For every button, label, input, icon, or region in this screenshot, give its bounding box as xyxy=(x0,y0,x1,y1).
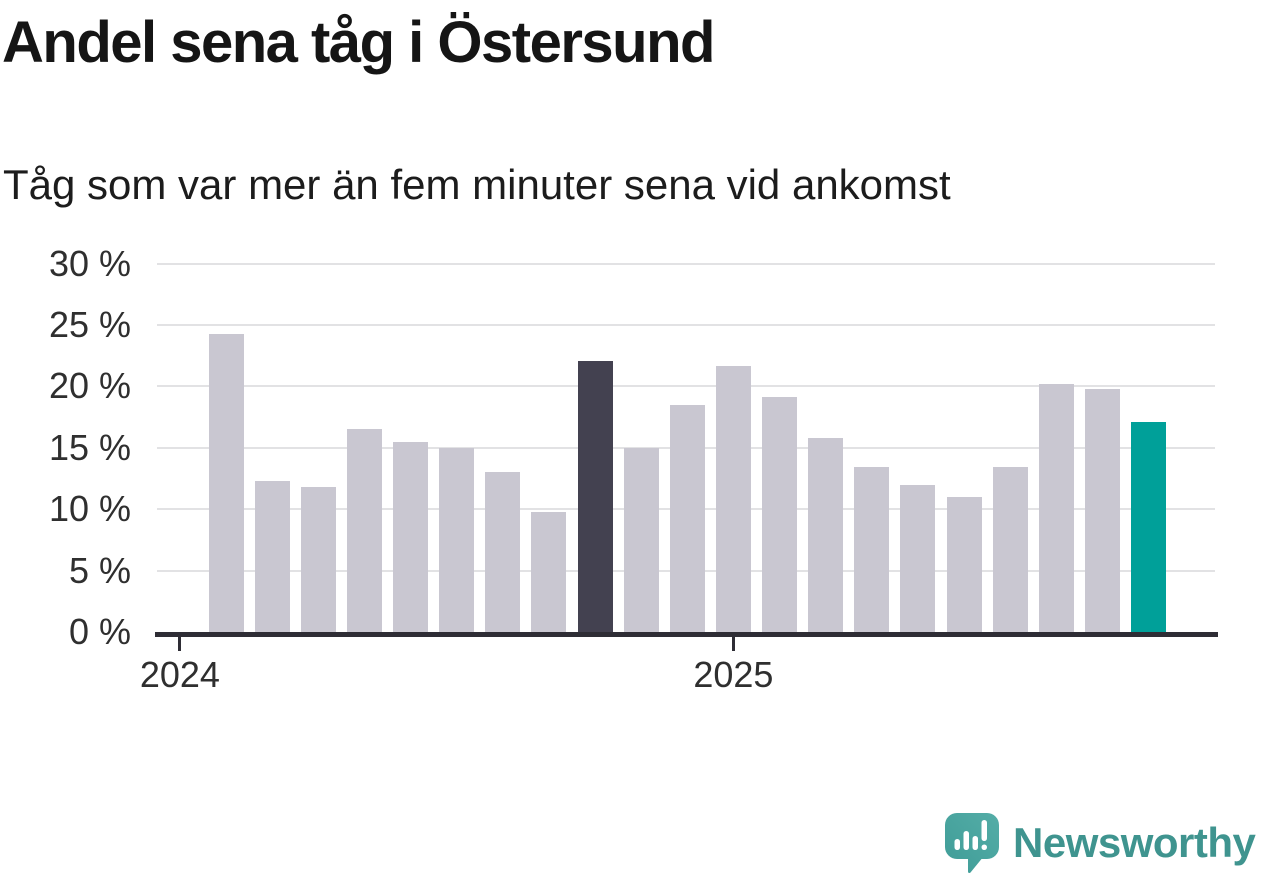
bar-2024-06 xyxy=(393,441,429,632)
y-axis-label: 30 % xyxy=(48,242,131,284)
y-axis-label: 25 % xyxy=(48,304,131,345)
bar-2025-01 xyxy=(715,365,751,632)
bar-2024-03 xyxy=(254,480,290,632)
x-axis-label-2025: 2025 xyxy=(693,654,774,695)
bar-2025-02 xyxy=(762,397,798,632)
bar-2024-04 xyxy=(300,487,336,632)
newsworthy-icon xyxy=(945,813,999,874)
bar-2025-05 xyxy=(900,484,936,632)
bar-2025-03 xyxy=(808,437,844,632)
bar-2024-08 xyxy=(485,472,521,632)
bar-2024-11 xyxy=(623,447,659,632)
bar-2025-08 xyxy=(1038,383,1074,632)
gridline-25 xyxy=(157,324,1215,326)
gridline-30 xyxy=(157,262,1215,265)
bar-2025-09 xyxy=(1084,388,1120,632)
bar-2024-02 xyxy=(208,333,244,632)
chart-subtitle: Tåg som var mer än fem minuter sena vid … xyxy=(3,161,951,208)
x-axis-tick-2024 xyxy=(178,636,182,651)
chart-title: Andel sena tåg i Östersund xyxy=(2,10,715,75)
gridline-20 xyxy=(157,385,1215,388)
bar-2024-09 xyxy=(531,511,567,632)
x-axis-tick-2025 xyxy=(731,636,735,651)
y-axis-label: 10 % xyxy=(48,488,131,530)
y-axis-label: 5 % xyxy=(68,549,131,591)
y-axis-label: 0 % xyxy=(68,611,131,652)
newsworthy-logo: Newsworthy xyxy=(944,810,1256,876)
bar-2025-04 xyxy=(854,467,890,632)
bar-2024-07 xyxy=(439,447,475,632)
bar-2025-07 xyxy=(992,467,1028,632)
bar-2024-12 xyxy=(669,404,705,632)
x-axis-label-2024: 2024 xyxy=(139,654,220,695)
x-axis-line xyxy=(155,632,1218,637)
bar-2025-06 xyxy=(946,496,982,632)
bar-2024-05 xyxy=(346,429,382,632)
bar-2024-10 xyxy=(577,360,613,632)
y-axis-label: 15 % xyxy=(48,426,131,468)
y-axis-label: 20 % xyxy=(48,365,131,407)
newsworthy-wordmark: Newsworthy xyxy=(1013,819,1256,866)
bar-2025-10 xyxy=(1131,422,1167,632)
